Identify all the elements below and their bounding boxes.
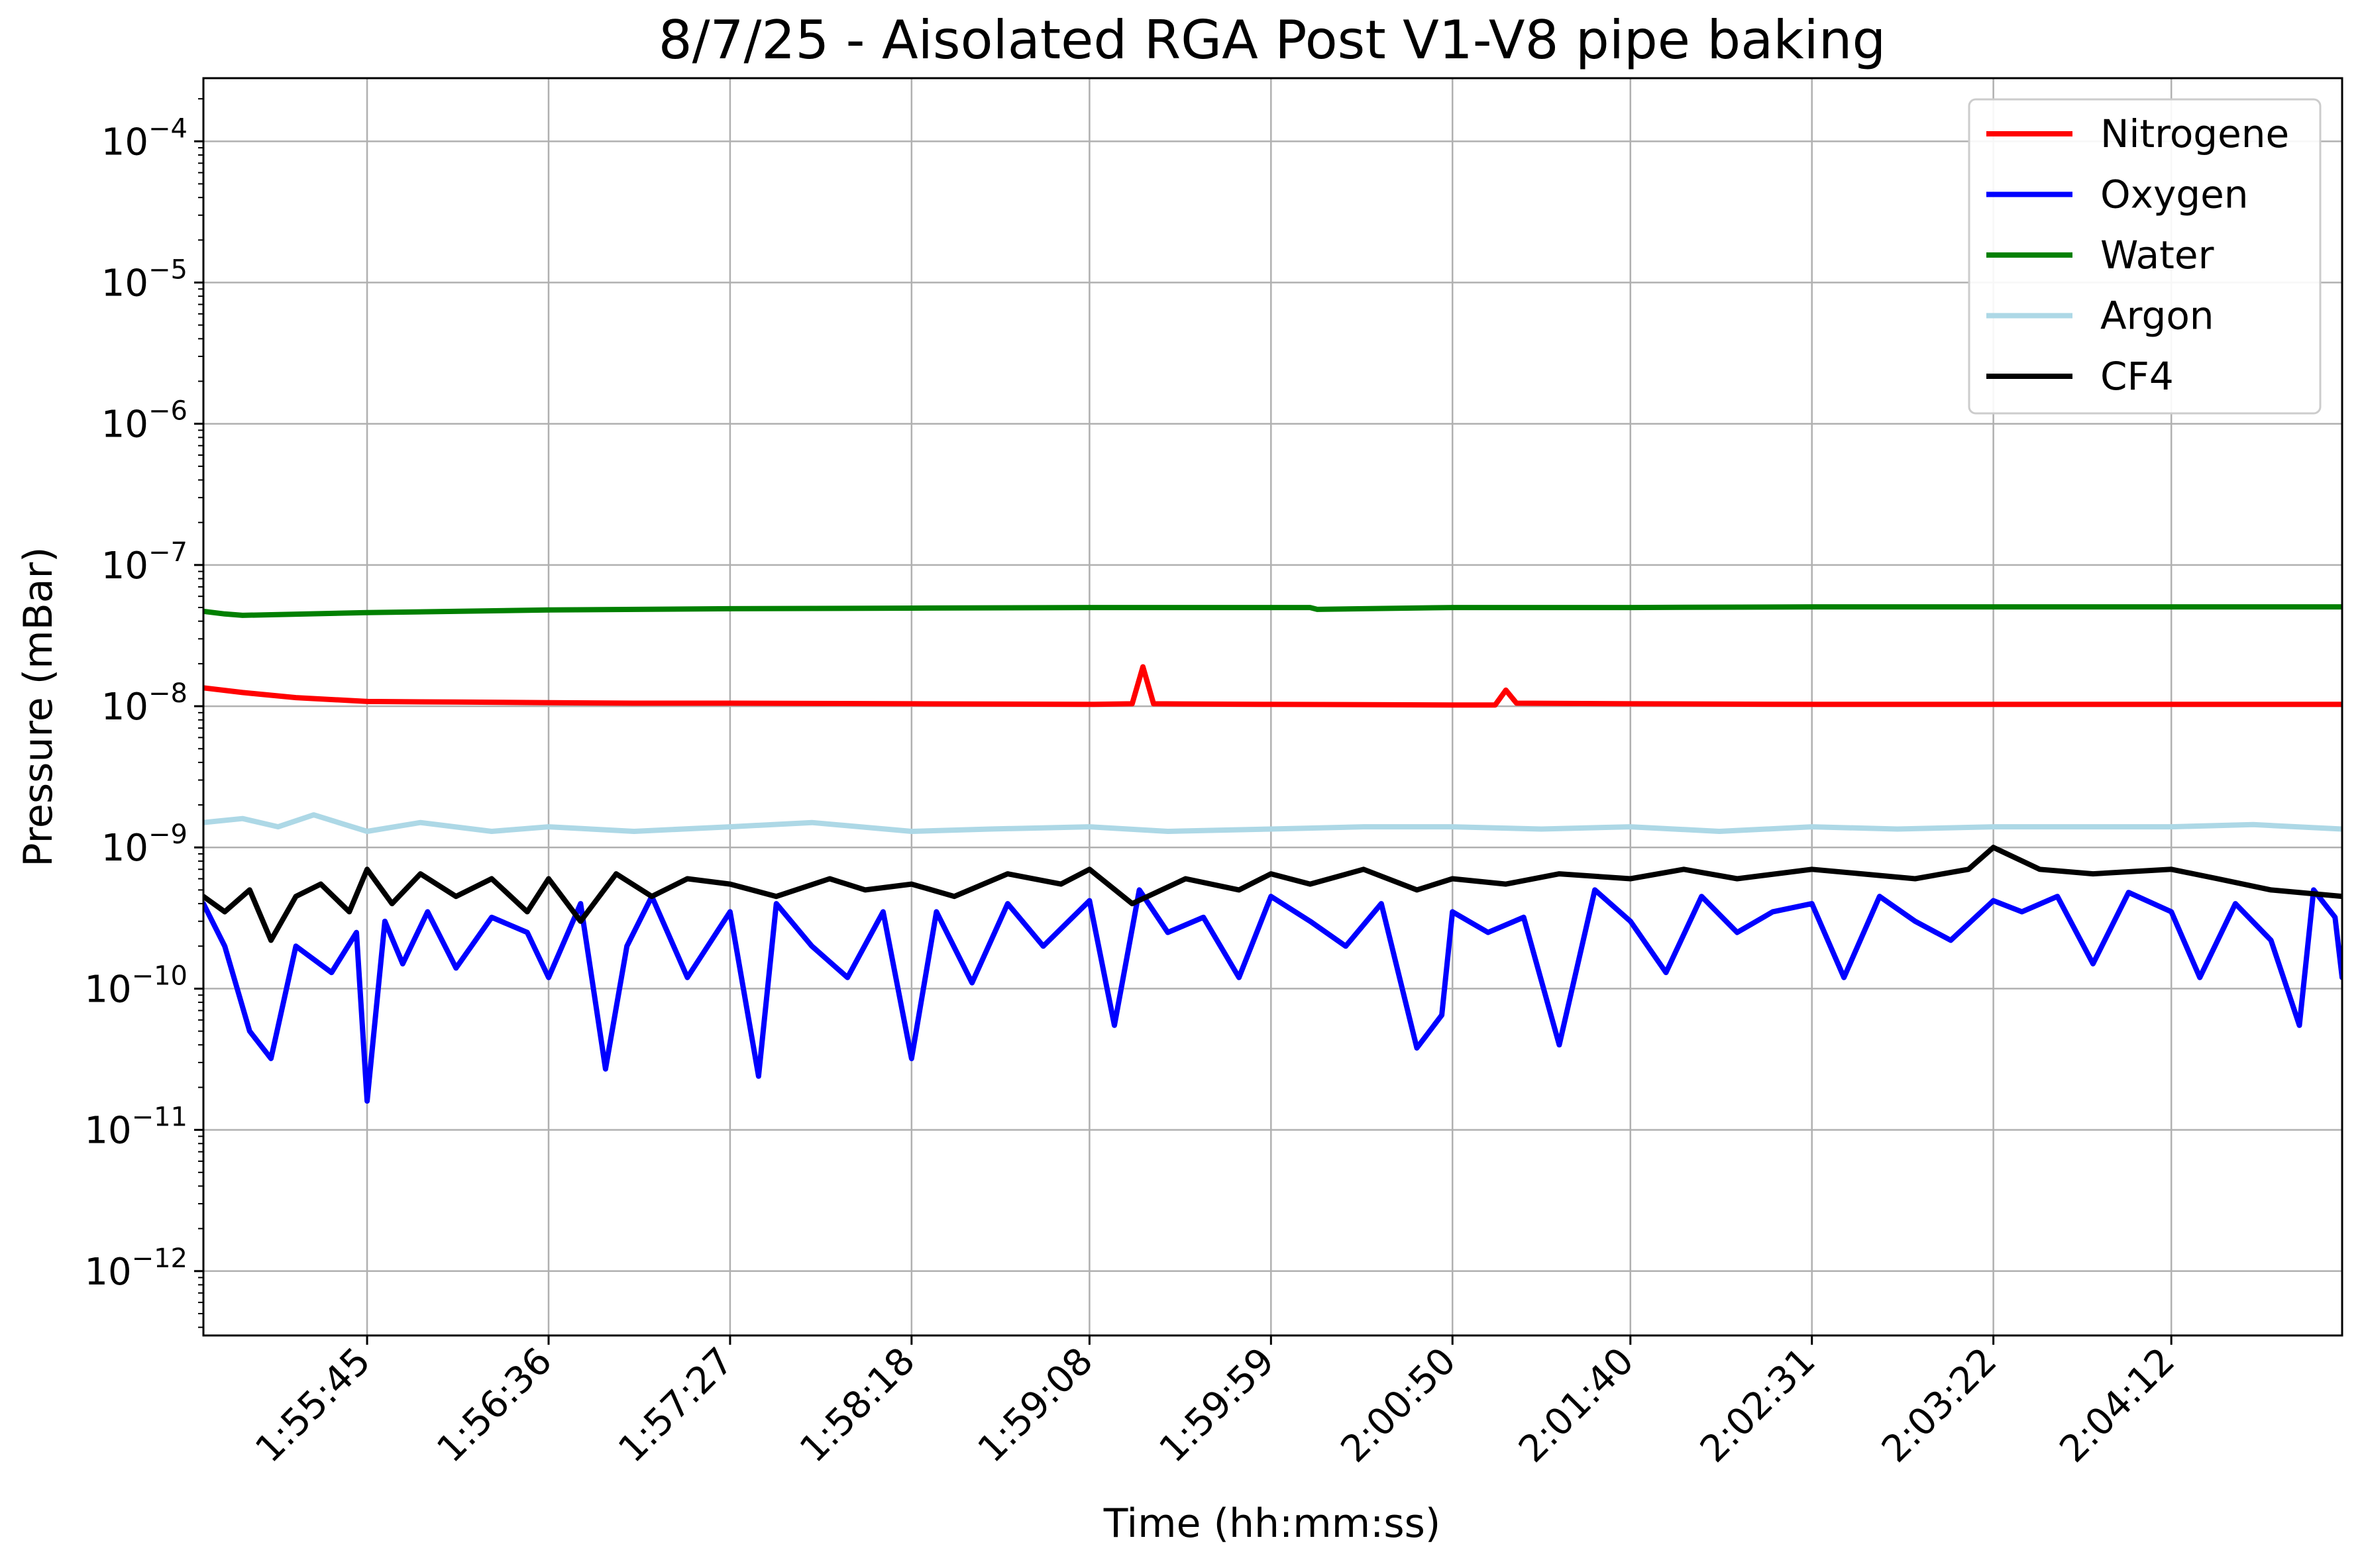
y-tick-label: 10−9 — [101, 819, 188, 870]
y-tick-label: 10−11 — [84, 1102, 188, 1153]
legend-box — [1968, 98, 2322, 415]
legend-label-water: Water — [2100, 233, 2214, 278]
series-line-oxygen — [203, 887, 2342, 1104]
x-axis-label: Time (hh:mm:ss) — [1103, 1500, 1441, 1547]
y-tick-label: 10−5 — [101, 255, 188, 305]
y-tick-label: 10−6 — [101, 396, 188, 446]
legend-label-nitrogene: Nitrogene — [2100, 111, 2289, 156]
legend-label-oxygen: Oxygen — [2100, 172, 2249, 217]
y-tick-label: 10−7 — [101, 537, 188, 588]
y-tick-label: 10−8 — [101, 678, 188, 729]
series-line-nitrogene — [203, 664, 2342, 708]
series-line-argon — [203, 812, 2342, 834]
y-tick-label: 10−4 — [101, 113, 188, 164]
chart-title: 8/7/25 - Aisolated RGA Post V1-V8 pipe b… — [659, 9, 1886, 71]
legend-label-argon: Argon — [2100, 293, 2214, 339]
series-line-cf4 — [203, 845, 2342, 943]
y-axis-label: Pressure (mBar) — [15, 547, 62, 866]
y-tick-label: 10−10 — [84, 961, 188, 1011]
plot-lines — [203, 604, 2342, 1104]
y-axis: 10−12 10−11 10−10 10−9 10−8 10−7 10−6 10−5 10−4 — [84, 98, 203, 1328]
legend-label-cf4: CF4 — [2100, 354, 2174, 399]
y-tick-label: 10−12 — [84, 1243, 188, 1294]
series-line-water — [203, 604, 2342, 618]
legend: Nitrogene Oxygen Water Argon CF4 — [1968, 98, 2322, 415]
